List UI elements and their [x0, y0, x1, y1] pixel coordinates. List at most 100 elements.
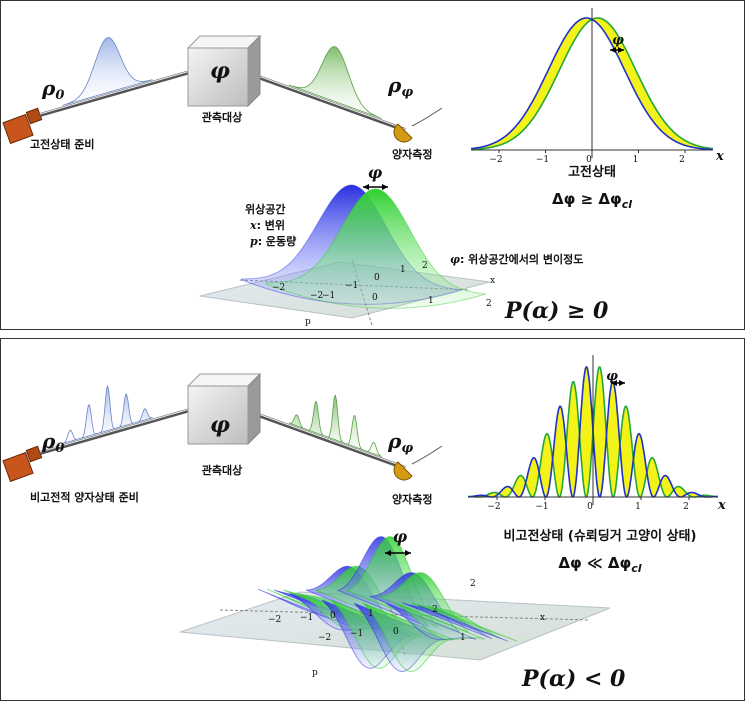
camera-lens [25, 445, 43, 463]
phase-axis-label: x [490, 276, 495, 286]
wave-packet [288, 394, 382, 457]
detector-cable [411, 445, 443, 465]
cube-side [247, 34, 261, 108]
phase-shift-label: φ [393, 527, 408, 546]
rod [39, 70, 191, 117]
wave-packet [62, 385, 153, 444]
plot-x-label: x [717, 498, 726, 513]
detector-cable [411, 107, 443, 127]
object-symbol: φ [210, 58, 230, 84]
phase-axis-label: 1 [460, 633, 466, 643]
phase-axis-label: 0 [372, 293, 378, 303]
legend-x: x: 변위 [249, 218, 285, 232]
relation: Δφ ≥ Δφcl [552, 190, 632, 211]
prepare-label: 비고전적 양자상태 준비 [30, 490, 139, 504]
plot-shift-label: φ [606, 369, 618, 384]
arrow-head [619, 380, 625, 386]
plot-shift-label: φ [612, 33, 624, 48]
detector [393, 461, 413, 481]
x-tick-label: −1 [536, 155, 549, 165]
cube-front [187, 47, 249, 107]
condition: P(α) < 0 [521, 666, 626, 692]
x-tick-label: −2 [489, 155, 502, 165]
plot-x-label: x [715, 149, 724, 164]
wigner-ridge [394, 602, 486, 641]
phase-axis-label: −2 [268, 615, 281, 625]
prepare-label: 고전상태 준비 [30, 137, 95, 151]
rod [39, 408, 191, 455]
phase-axis-label: 1 [368, 609, 374, 619]
arrow-head [611, 380, 617, 386]
drawings [2, 8, 718, 673]
rod [249, 72, 406, 132]
shift-note: φ: 위상공간에서의 변이정도 [450, 252, 583, 266]
camera [2, 113, 34, 145]
phase-axis-label: 0 [393, 627, 399, 637]
rho-out: ρφ [387, 429, 413, 456]
legend-p: p: 운동량 [250, 235, 296, 248]
condition: P(α) ≥ 0 [504, 298, 609, 324]
arrow-head [405, 550, 411, 556]
rod-shine [39, 408, 191, 453]
phase-axis-label: 1 [400, 265, 406, 275]
phase-axis-label: 2 [470, 579, 476, 589]
phase-axis-label: 0 [330, 611, 336, 621]
wigner-ridge [426, 604, 518, 642]
arrow-head [385, 550, 391, 556]
phase-axis-label: 2 [422, 261, 428, 271]
wave-packet [62, 37, 153, 106]
arrow-head [610, 47, 616, 53]
state-label: 고전상태 [568, 164, 616, 180]
legend-title: 위상공간 [245, 202, 285, 216]
camera [2, 451, 34, 483]
phase-axis-label: 2 [432, 605, 438, 615]
phase-axis-label: −2 [272, 283, 285, 293]
state-label: 비고전상태 (슈뢰딩거 고양이 상태) [504, 528, 697, 544]
x-tick-label: −1 [535, 502, 548, 512]
phase-shift-label: φ [368, 163, 383, 182]
arrow-head [382, 184, 388, 190]
x-tick-label: 2 [679, 155, 685, 165]
distribution-hill [265, 188, 487, 309]
arrow-head [363, 184, 369, 190]
camera-lens [25, 107, 43, 125]
cube-side [247, 372, 261, 446]
rod-shine [249, 410, 406, 468]
arrow-head [618, 47, 624, 53]
x-tick-label: 0 [587, 502, 593, 512]
phase-axis-label: −2 [310, 291, 323, 301]
wigner-ridge [362, 602, 455, 673]
phase-axis-label: −1 [350, 629, 363, 639]
phase-axis-label: p [312, 668, 318, 678]
cube-front [187, 385, 249, 445]
phase-axis-label: x [540, 613, 545, 623]
phase-axis-label: −1 [322, 291, 335, 301]
rho-in: ρ0 [41, 76, 64, 103]
x-tick-label: 1 [635, 502, 641, 512]
phase-axis-label: −1 [345, 281, 358, 291]
measure-label: 양자측정 [392, 492, 432, 506]
detector [393, 123, 413, 143]
phase-axis-label: 1 [428, 296, 434, 306]
rho-in: ρ0 [41, 429, 64, 456]
object-label: 관측대상 [202, 110, 242, 124]
rod-shine [39, 70, 191, 115]
rho-out: ρφ [387, 73, 413, 100]
phase-axis-label: 2 [486, 299, 492, 309]
wave-packet [288, 46, 382, 119]
phase-axis-label: 0 [374, 273, 380, 283]
relation: Δφ ≪ Δφcl [558, 554, 641, 575]
x-tick-label: −2 [487, 502, 500, 512]
rod [249, 410, 406, 470]
object-symbol: φ [210, 412, 230, 438]
rod-shine [249, 72, 406, 130]
x-tick-label: 2 [683, 502, 689, 512]
wigner-ridge [417, 604, 509, 642]
phase-axis-label: p [305, 317, 311, 327]
x-tick-label: 1 [633, 155, 639, 165]
measure-label: 양자측정 [392, 147, 432, 161]
phase-axis-label: −2 [318, 633, 331, 643]
object-label: 관측대상 [202, 463, 242, 477]
phase-axis-label: −1 [300, 613, 313, 623]
